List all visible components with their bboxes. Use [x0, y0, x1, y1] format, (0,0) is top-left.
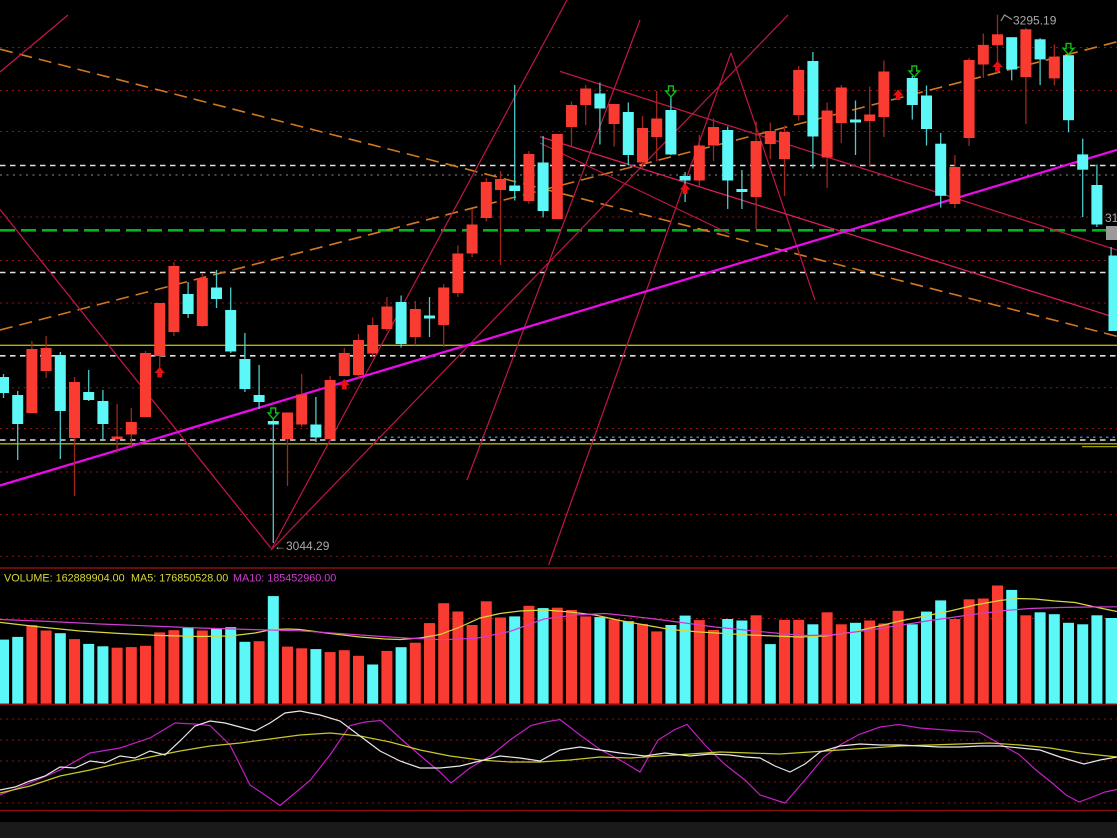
- svg-text:31: 31: [1105, 211, 1117, 225]
- svg-text:←3044.29: ←3044.29: [274, 539, 330, 553]
- svg-text:3295.19: 3295.19: [1013, 14, 1057, 28]
- svg-text:VOLUME: 162889904.00: VOLUME: 162889904.00: [4, 573, 125, 585]
- svg-text:MA10: 185452960.00: MA10: 185452960.00: [233, 573, 336, 585]
- svg-text:MA5: 176850528.00: MA5: 176850528.00: [131, 573, 228, 585]
